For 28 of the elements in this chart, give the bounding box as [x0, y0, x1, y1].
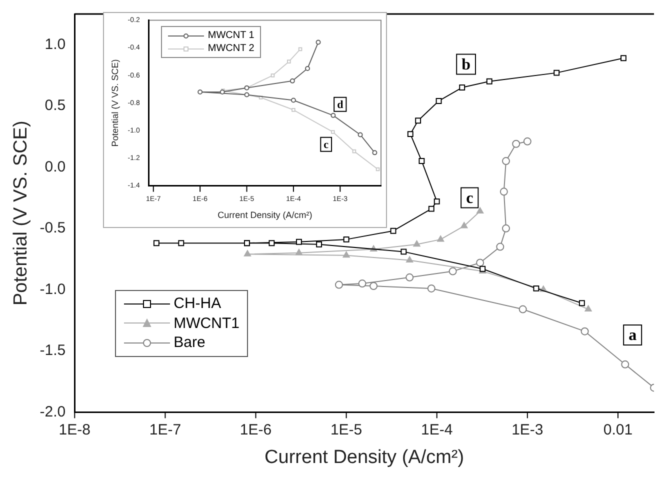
y-axis-title: Potential (V VS. SCE): [10, 120, 32, 306]
annotation: c: [324, 139, 329, 152]
annotation: c: [466, 190, 474, 207]
y-axis-title: Potential (V VS. SCE): [110, 59, 120, 147]
y-tick-label: -1.0: [40, 280, 66, 298]
x-tick-label: 1E-7: [149, 421, 182, 438]
x-tick-label: 1E-5: [330, 421, 362, 438]
legend-label: MWCNT 2: [208, 42, 254, 56]
annotation: a: [628, 327, 637, 344]
y-tick-label: -2.0: [40, 403, 66, 420]
x-tick-label: 1E-4: [421, 421, 453, 438]
y-tick-label: 0.0: [44, 158, 66, 176]
x-axis-title: Current Density (A/cm²): [218, 210, 312, 220]
y-tick-label: -1.5: [40, 342, 66, 360]
legend-label: MWCNT 1: [208, 29, 254, 42]
y-tick-label: -0.5: [40, 220, 66, 237]
x-axis-title: Current Density (A/cm²): [264, 446, 464, 468]
legend-label: CH-HA: [174, 294, 222, 314]
x-tick-label: 1E-3: [512, 421, 544, 438]
annotation: d: [337, 99, 344, 112]
x-tick-label: 1E-8: [58, 421, 90, 438]
x-tick-label: 0.01: [603, 421, 633, 438]
y-tick-label: 1.0: [44, 36, 66, 53]
y-tick-label: 0.5: [44, 97, 66, 114]
legend-label: Bare: [174, 333, 206, 353]
x-tick-label: 1E-6: [240, 421, 272, 438]
annotation: b: [462, 56, 471, 74]
legend-label: MWCNT1: [174, 314, 240, 334]
